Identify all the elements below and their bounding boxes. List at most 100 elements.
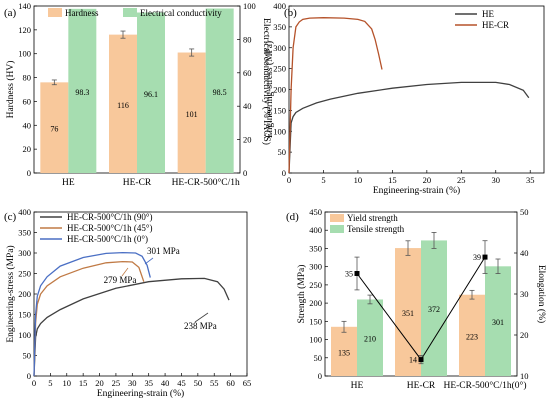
x-tick-label: 15 xyxy=(79,378,88,388)
y-tick-label: 200 xyxy=(18,289,31,299)
legend-label: HE-CR xyxy=(482,20,509,30)
x-category-label: HE-CR-500°C/1h xyxy=(172,177,240,188)
y-right-tick-label: 80 xyxy=(243,34,252,44)
y-right-tick-label: 20 xyxy=(520,330,529,340)
y-tick-label: 250 xyxy=(309,280,322,290)
annotation-arrow xyxy=(121,267,129,277)
bar-conductivity xyxy=(68,8,97,173)
y-tick-label: 400 xyxy=(309,225,322,235)
bar-value-label: 116 xyxy=(117,101,129,110)
bar-conductivity xyxy=(205,8,234,173)
y-right-tick-label: 10 xyxy=(520,371,529,381)
bar-tensile-strength xyxy=(357,299,383,376)
elongation-value-label: 14 xyxy=(409,356,417,365)
x-tick-label: 20 xyxy=(95,378,104,388)
y-axis-label: Engineering-stress (MPa) xyxy=(264,41,275,138)
y-tick-label: 20 xyxy=(23,144,32,154)
elongation-value-label: 35 xyxy=(345,270,353,279)
legend-label: Hardness xyxy=(65,8,99,18)
y-tick-label: 400 xyxy=(273,1,286,11)
legend-label: HE xyxy=(482,9,494,19)
bar-yield-strength xyxy=(331,326,357,376)
legend-label: Tensile strength xyxy=(347,224,405,234)
legend-swatch xyxy=(48,8,62,17)
annotation-arrow xyxy=(194,312,209,323)
y-tick-label: 200 xyxy=(273,85,286,95)
panel-c: 0 50 100 150 200 250 300 350 400 0 5 10 15 20 25 30 35 40… xyxy=(4,207,251,399)
x-category-label: HE-CR-500°C/1h(0°) xyxy=(443,380,526,391)
y-tick-label: 50 xyxy=(23,351,32,361)
x-tick-label: 5 xyxy=(321,175,325,185)
y-tick-label: 0 xyxy=(282,168,286,178)
y-tick-label: 120 xyxy=(18,25,31,35)
y-tick-label: 100 xyxy=(273,126,286,136)
bar-value-label: 210 xyxy=(364,335,376,344)
legend-swatch xyxy=(330,214,344,222)
bar-value-label: 98.3 xyxy=(75,88,89,97)
y-tick-label: 300 xyxy=(18,248,31,258)
y-right-tick-label: 40 xyxy=(243,101,252,111)
bar-conductivity xyxy=(137,12,165,173)
y-tick-label: 350 xyxy=(18,228,31,238)
x-tick-label: 30 xyxy=(128,378,137,388)
y-tick-label: 150 xyxy=(18,310,31,320)
panel-d: 0 50 100 150 200 250 300 350 400 450 10 20 30 40 50 (d)… xyxy=(286,207,547,391)
x-tick-label: 5 xyxy=(48,378,52,388)
y-right-axis-label: Electrical conductivity (% IACS) xyxy=(261,18,272,145)
x-tick-label: 10 xyxy=(63,378,72,388)
x-tick-label: 55 xyxy=(210,378,219,388)
y-tick-label: 250 xyxy=(273,64,286,74)
x-tick-label: 0 xyxy=(32,378,36,388)
series-line-0 xyxy=(288,81,530,174)
bar-tensile-strength xyxy=(485,266,511,376)
y-axis-label: Strength (MPa) xyxy=(296,265,307,324)
y-tick-label: 400 xyxy=(18,207,31,217)
elongation-value-label: 39 xyxy=(473,253,481,262)
panel-b: 0 50 100 150 200 250 300 350 400 0 5 10 15 20 25 30 35 (b… xyxy=(264,1,545,196)
x-category-label: HE xyxy=(351,381,364,391)
x-tick-label: 35 xyxy=(526,175,535,185)
bar-value-label: 301 xyxy=(492,318,504,327)
bar-value-label: 135 xyxy=(338,348,350,357)
y-tick-label: 0 xyxy=(27,168,31,178)
bar-value-label: 98.5 xyxy=(213,88,227,97)
y-tick-label: 0 xyxy=(27,371,31,381)
series-line-1 xyxy=(33,260,145,377)
x-axis-label: Engineering-strain (%) xyxy=(97,388,184,399)
x-category-label: HE-CR xyxy=(407,381,436,391)
x-tick-label: 15 xyxy=(388,175,397,185)
legend-swatch xyxy=(330,225,344,233)
y-tick-label: 80 xyxy=(23,73,32,83)
y-tick-label: 200 xyxy=(309,298,322,308)
x-tick-label: 35 xyxy=(144,378,153,388)
y-tick-label: 100 xyxy=(18,49,31,59)
panel-label: (a) xyxy=(4,7,17,19)
x-tick-label: 25 xyxy=(457,175,466,185)
y-tick-label: 50 xyxy=(314,353,323,363)
y-axis-label: Engineering-stress (MPa) xyxy=(5,245,16,342)
x-tick-label: 30 xyxy=(492,175,501,185)
elongation-point xyxy=(354,271,360,276)
panel-a: 0 20 40 60 80 100 120 140 0 20 40 60 80 100 (a) Hardnes… xyxy=(4,1,272,188)
y-right-tick-label: 30 xyxy=(520,289,529,299)
y-tick-label: 150 xyxy=(273,105,286,115)
y-tick-label: 50 xyxy=(278,147,287,157)
panel-label: (d) xyxy=(286,211,299,223)
y-tick-label: 40 xyxy=(23,120,32,130)
y-tick-label: 60 xyxy=(23,96,32,106)
y-tick-label: 0 xyxy=(318,371,322,381)
x-tick-label: 20 xyxy=(423,175,432,185)
bar-value-label: 372 xyxy=(428,305,440,314)
series-line-1 xyxy=(288,17,383,174)
legend-label: Electrical conductivity xyxy=(140,8,222,18)
peak-annotation: 279 MPa xyxy=(104,275,137,285)
legend-label: Yield strength xyxy=(347,213,398,223)
y-tick-label: 450 xyxy=(309,207,322,217)
x-tick-label: 65 xyxy=(243,378,252,388)
annotation-arrow xyxy=(144,257,154,265)
y-tick-label: 100 xyxy=(18,330,31,340)
bar-value-label: 96.1 xyxy=(144,90,158,99)
bar-hardness xyxy=(109,34,137,173)
peak-annotation: 238 MPa xyxy=(184,321,217,331)
